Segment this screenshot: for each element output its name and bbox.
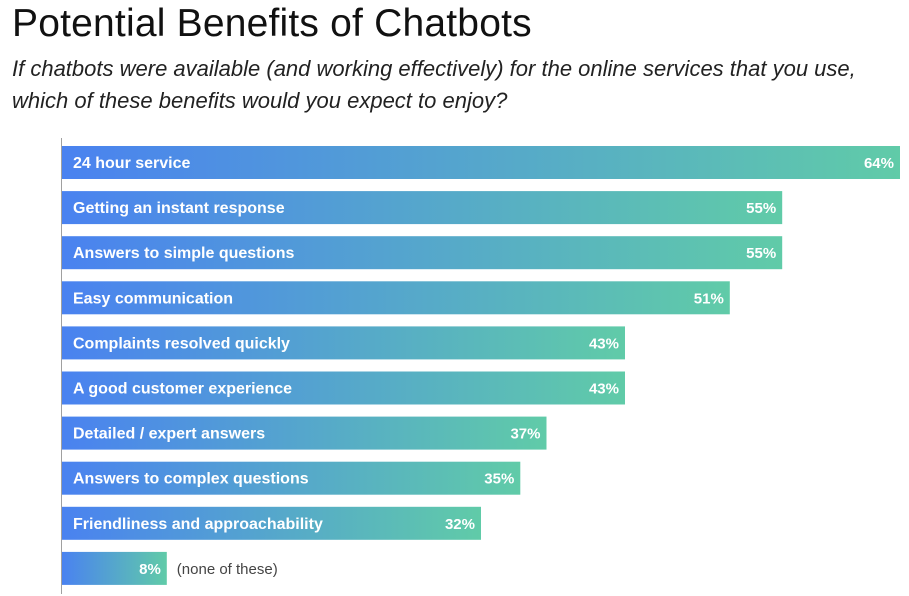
bar-category-label: Friendliness and approachability xyxy=(73,516,323,533)
bar-category-label: Detailed / expert answers xyxy=(73,426,265,443)
bar-category-label: Answers to simple questions xyxy=(73,245,294,262)
bar-category-label: A good customer experience xyxy=(73,381,292,398)
bar-7 xyxy=(62,461,521,495)
bar-value-label: 55% xyxy=(746,200,776,217)
bar-9 xyxy=(62,551,167,585)
bar-5 xyxy=(62,371,625,405)
bar-category-label: Answers to complex questions xyxy=(73,471,309,488)
bar-value-label: 8% xyxy=(139,561,161,578)
bar-value-label: 43% xyxy=(589,381,619,398)
bar-category-label: (none of these) xyxy=(177,561,278,578)
bar-category-label: 24 hour service xyxy=(73,155,191,172)
chart-subtitle: If chatbots were available (and working … xyxy=(12,56,856,113)
bar-category-label: Easy communication xyxy=(73,290,233,307)
bar-2 xyxy=(62,236,783,270)
chart-title: Potential Benefits of Chatbots xyxy=(12,2,532,45)
bar-value-label: 35% xyxy=(484,471,514,488)
bar-4 xyxy=(62,326,625,360)
bar-1 xyxy=(62,191,783,225)
bar-category-label: Getting an instant response xyxy=(73,200,285,217)
bar-value-label: 55% xyxy=(746,245,776,262)
bar-value-label: 32% xyxy=(445,516,475,533)
bar-6 xyxy=(62,416,547,450)
bars-group: 64% 24 hour service 55% Getting an instant … xyxy=(62,146,900,585)
bar-value-label: 43% xyxy=(589,335,619,352)
bar-8 xyxy=(62,506,481,540)
bar-value-label: 51% xyxy=(694,290,724,307)
bar-3 xyxy=(62,281,730,315)
bar-0 xyxy=(62,146,900,179)
bar-value-label: 64% xyxy=(864,155,894,172)
bar-category-label: Complaints resolved quickly xyxy=(73,335,290,352)
bar-value-label: 37% xyxy=(510,426,540,443)
